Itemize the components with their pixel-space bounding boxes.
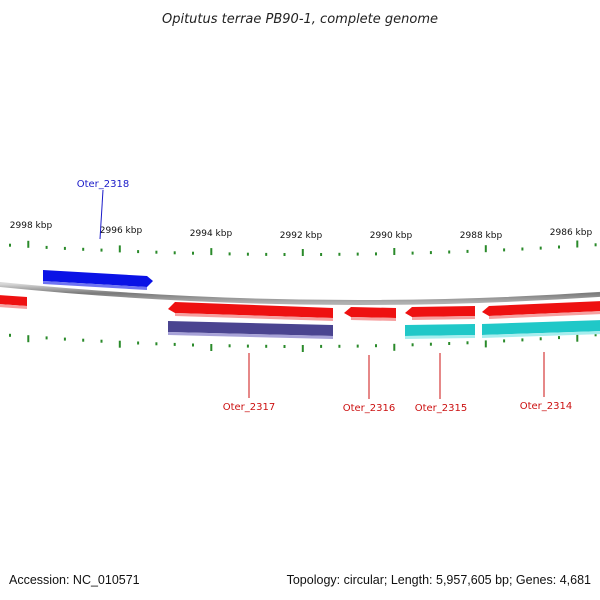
outer-tick-marks bbox=[9, 240, 597, 256]
scale-label-2990: 2990 kbp bbox=[370, 231, 413, 241]
gene-label-oter-2314[interactable]: Oter_2314 bbox=[520, 401, 573, 412]
gene-oter-2316[interactable] bbox=[344, 307, 396, 321]
gene-oter-2314[interactable] bbox=[482, 301, 600, 319]
gene-oter-2315[interactable] bbox=[405, 306, 475, 320]
gene-label-oter-2315[interactable]: Oter_2315 bbox=[415, 403, 468, 414]
scale-label-2988: 2988 kbp bbox=[460, 231, 503, 241]
scale-label-2996: 2996 kbp bbox=[100, 226, 143, 236]
gene-oter-2318[interactable] bbox=[43, 270, 153, 290]
leader-oter-2318 bbox=[99, 189, 104, 240]
cds-oter-2314[interactable] bbox=[482, 320, 600, 338]
gene-oter-2317[interactable] bbox=[168, 302, 333, 321]
scale-label-2994: 2994 kbp bbox=[190, 229, 233, 239]
cds-oter-2317[interactable] bbox=[168, 321, 333, 339]
gene-label-oter-2318[interactable]: Oter_2318 bbox=[77, 179, 130, 190]
genome-backbone bbox=[0, 281, 600, 305]
gene-partial-left[interactable] bbox=[0, 295, 27, 309]
genome-summary-text: Topology: circular; Length: 5,957,605 bp… bbox=[286, 573, 591, 587]
map-title: Opitutus terrae PB90-1, complete genome bbox=[162, 12, 438, 27]
gene-label-oter-2317[interactable]: Oter_2317 bbox=[223, 402, 276, 413]
inner-tick-marks bbox=[9, 333, 597, 352]
accession-text: Accession: NC_010571 bbox=[9, 573, 140, 587]
gene-label-oter-2316[interactable]: Oter_2316 bbox=[343, 403, 396, 414]
scale-label-2992: 2992 kbp bbox=[280, 231, 323, 241]
scale-label-2998: 2998 kbp bbox=[10, 221, 53, 231]
cds-oter-2315[interactable] bbox=[405, 324, 475, 339]
scale-label-2986: 2986 kbp bbox=[550, 228, 593, 238]
